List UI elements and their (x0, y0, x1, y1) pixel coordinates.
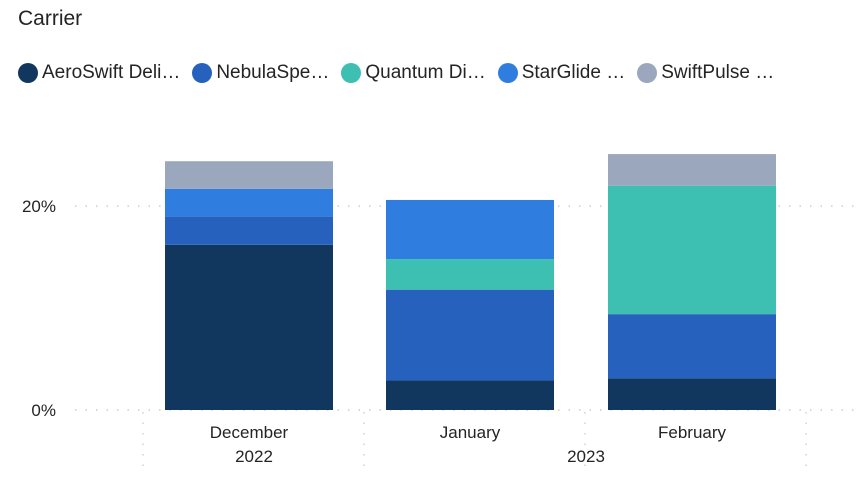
circle-icon (18, 63, 38, 83)
legend-item[interactable]: AeroSwift Deli… (18, 60, 180, 86)
legend-title: Carrier (18, 7, 83, 30)
bar-segment (165, 244, 333, 410)
circle-icon (341, 63, 362, 83)
bar-segment (165, 216, 333, 245)
legend-item[interactable]: Quantum Di… (341, 60, 486, 86)
circle-icon (192, 63, 213, 83)
bar-segment (608, 154, 776, 186)
bar-segment (165, 161, 333, 189)
bar-segment (386, 259, 554, 290)
legend: AeroSwift Deli… NebulaSpe… Quantum Di… Star… (18, 60, 858, 86)
y-tick-label: 0% (31, 401, 56, 420)
circle-icon (637, 63, 658, 83)
bar-segment (386, 199, 554, 260)
bar-segment (608, 378, 776, 410)
bar-segment (386, 380, 554, 410)
bar-segment (386, 289, 554, 381)
x-group-label: 2023 (567, 447, 605, 466)
circle-icon (497, 63, 518, 83)
x-group-label: 2022 (235, 447, 273, 466)
x-tick-label: January (440, 423, 501, 442)
x-tick-label: December (210, 423, 289, 442)
legend-item[interactable]: StarGlide … (497, 60, 625, 86)
x-tick-label: February (658, 423, 727, 442)
bar-segment (165, 188, 333, 217)
legend-item[interactable]: NebulaSpe… (192, 60, 329, 86)
bar-segment (608, 314, 776, 379)
legend-item[interactable]: SwiftPulse … (637, 60, 774, 86)
y-tick-label: 20% (22, 197, 56, 216)
bar-segment (608, 185, 776, 315)
